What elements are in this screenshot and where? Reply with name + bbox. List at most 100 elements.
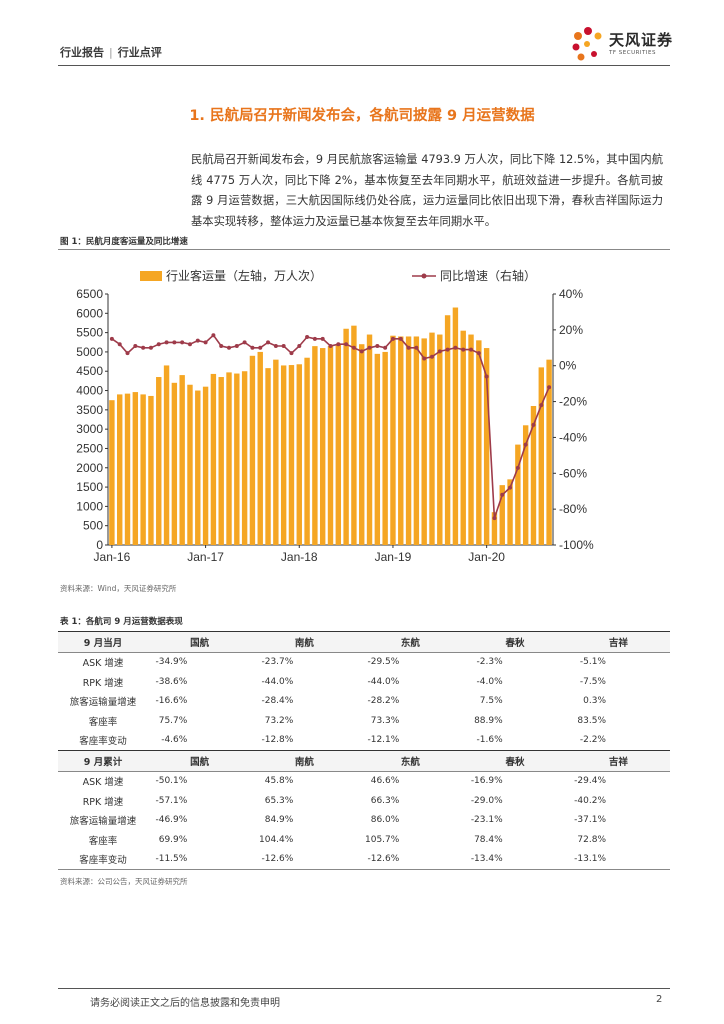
growth-point [289,351,294,356]
bar [312,346,318,545]
table-section-header: 9 月当月 [58,631,148,653]
y-left-tick-label: 5500 [76,326,103,340]
growth-point [359,349,364,354]
growth-point [195,338,200,343]
y-right-tick-label: -20% [559,395,587,409]
growth-point [523,442,528,447]
y-left-tick-label: 0 [96,538,103,552]
table-column-header: 东航 [357,750,464,772]
x-tick-label: Jan-19 [375,550,412,564]
y-right-tick-label: 40% [559,287,583,301]
table-column-header: 南航 [251,750,358,772]
growth-point [250,345,255,350]
table-row: ASK 增速 -50.1% 45.8% 46.6% -16.9% -29.4% [58,771,670,791]
growth-point [234,343,239,348]
table-column-header: 国航 [148,631,252,653]
table-cell: -4.0% [476,676,503,687]
y-right-tick-label: 20% [559,323,583,337]
table-cell: 45.8% [264,776,294,787]
bar [187,384,193,545]
bar [476,340,482,545]
growth-point [508,485,513,490]
bar [468,334,474,545]
table-cell: -37.1% [574,815,606,826]
company-logo-icon [572,27,602,61]
growth-point [141,345,146,350]
figure-source: 资料来源：Wind，天风证券研究所 [60,584,177,593]
table-cell: -46.9% [155,815,188,826]
x-tick-label: Jan-17 [187,550,224,564]
table-cell: -12.6% [251,849,358,870]
header-report-type: 行业报告 [60,46,104,59]
header-divider [58,65,670,66]
table-column-header: 吉祥 [566,750,670,772]
table-column-header: 吉祥 [566,631,670,653]
table-cell: -2.2% [579,735,606,746]
growth-point [469,347,474,352]
growth-point [445,347,450,352]
table-row-label: 客座率变动 [58,849,148,870]
bar [234,373,240,545]
table-cell: 69.9% [158,834,188,845]
table-row-label: 客座率 [88,835,118,847]
growth-point [305,335,310,340]
growth-point [484,374,489,379]
growth-point [242,340,247,345]
table-row-label: RPK 增速 [82,677,124,689]
table-cell: 73.3% [370,715,400,726]
bar [546,359,552,545]
bar [249,355,256,545]
logo-text-cn: 天风证券 [609,31,674,49]
growth-point [109,336,114,341]
table-cell: -12.1% [367,735,400,746]
bar [359,344,365,545]
table-row: 客座率变动 -4.6% -12.8% -12.1% -1.6% -2.2% [58,731,670,751]
table-row-label: 旅客运输量增速 [69,816,137,828]
table-row-label: ASK 增速 [82,777,124,789]
bar [444,315,451,545]
bar [382,351,388,545]
growth-point [328,343,333,348]
y-left-tick-label: 4500 [76,364,103,378]
growth-point [258,345,263,350]
bar [319,348,326,545]
y-left-tick-label: 5000 [76,345,103,359]
y-left-tick-label: 3500 [76,403,103,417]
passenger-volume-chart: 0 500 1000 1500 2000 2500 3000 3500 4000 4500 5000… [76,268,594,564]
y-left-tick-label: 6000 [76,306,103,320]
growth-point [453,345,458,350]
table-cell: 105.7% [365,834,400,845]
table-cell: -29.4% [574,776,606,787]
table-cell: -28.2% [367,696,400,707]
growth-point [476,351,481,356]
x-tick-label: Jan-16 [94,550,131,564]
y-left-tick-label: 3000 [76,422,103,436]
bar [148,395,154,545]
table-source: 资料来源：公司公告，天风证券研究所 [60,877,188,886]
bar [257,351,263,545]
growth-point [156,342,161,347]
table-cell: 84.9% [264,815,294,826]
bar [171,382,178,545]
table-title: 表 1：各航司 9 月运营数据表现 [60,617,183,627]
growth-point [219,343,224,348]
bar [288,365,295,545]
table-cell: 86.0% [370,815,400,826]
growth-point [281,343,286,348]
growth-point [273,343,278,348]
y-left-tick-label: 500 [83,519,103,533]
table-row: 旅客运输量增速 -46.9% 84.9% 86.0% -23.1% -37.1% [58,811,670,831]
growth-point [211,333,216,338]
growth-point [500,492,505,497]
table-cell: 72.8% [577,834,606,845]
growth-point [117,342,122,347]
y-right-tick-label: -40% [559,430,587,444]
bar [140,394,146,545]
growth-point [203,340,208,345]
bar [304,357,310,545]
bar [429,332,435,545]
growth-point [344,342,349,347]
bar [327,346,334,545]
growth-point [351,345,356,350]
table-cell: -16.9% [470,776,503,787]
